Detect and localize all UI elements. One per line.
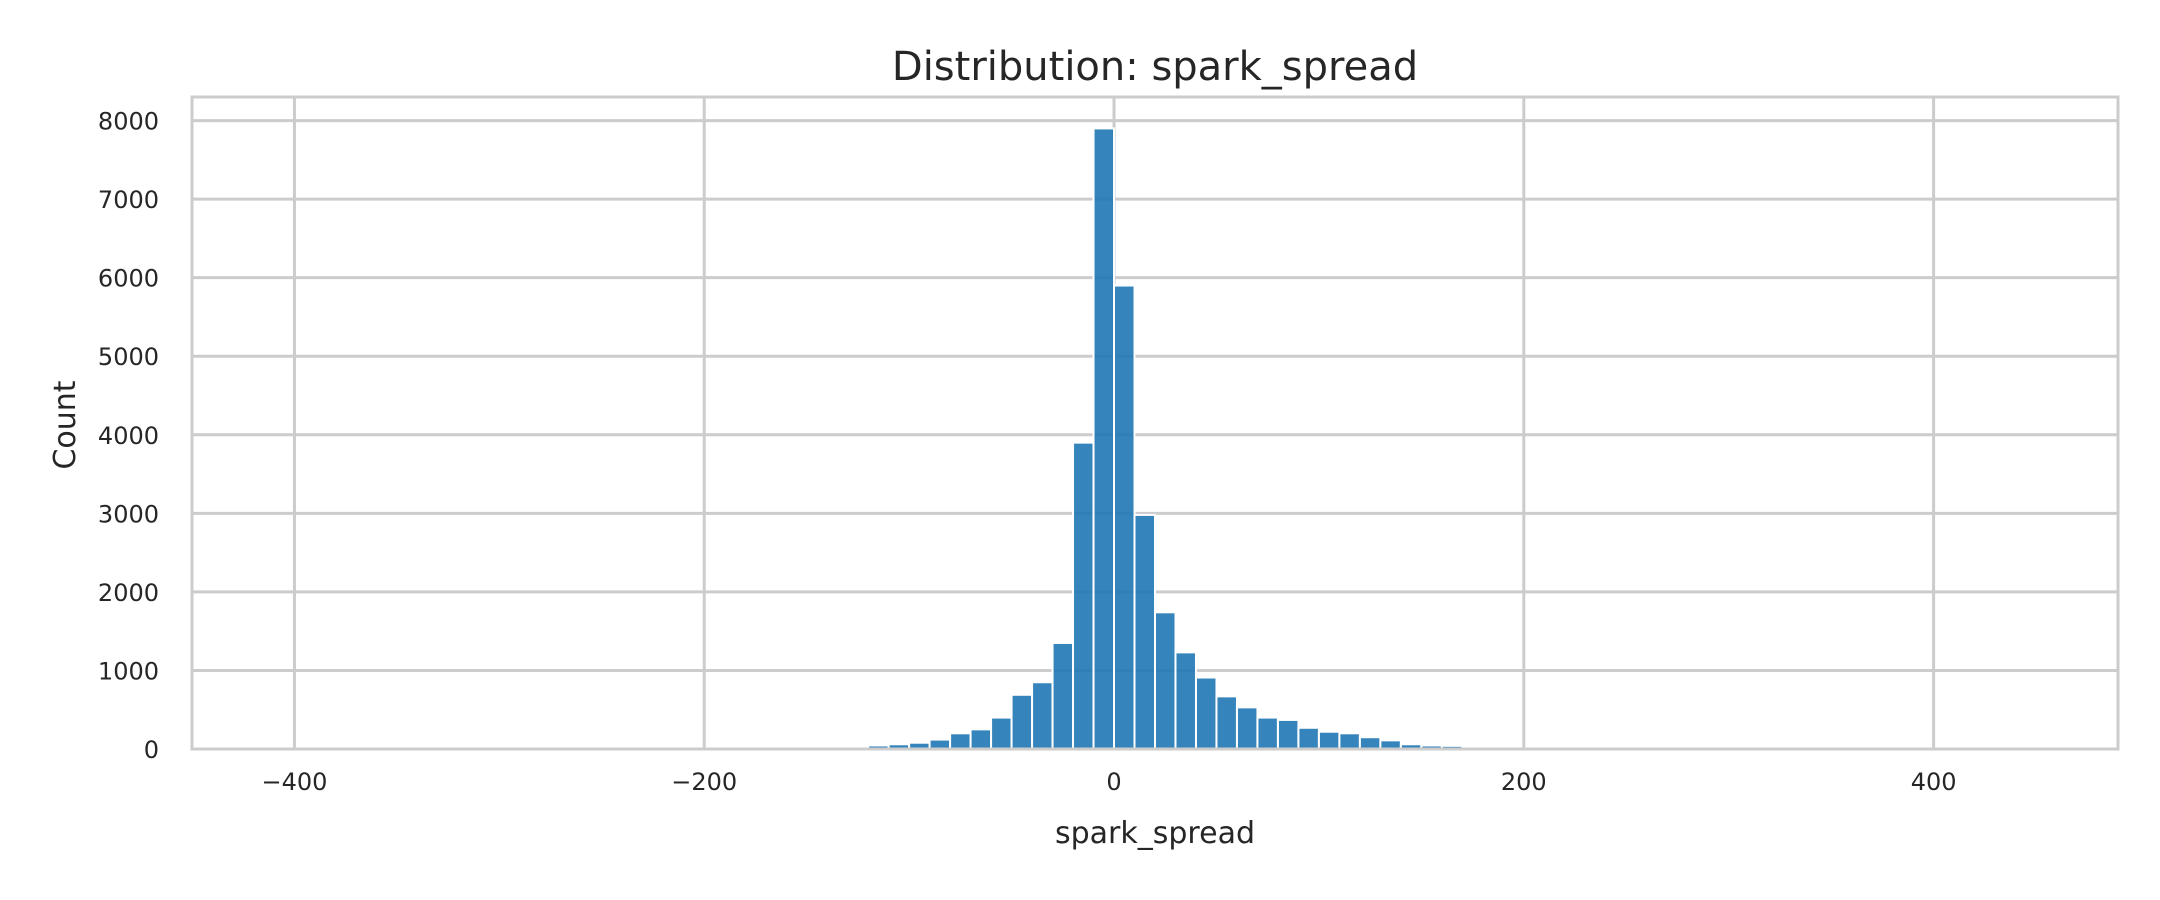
chart-title: Distribution: spark_spread	[892, 44, 1418, 90]
histogram-bar	[1256, 716, 1279, 750]
histogram-bar	[949, 732, 972, 751]
histogram-bar	[1174, 651, 1197, 750]
y-tick-label: 3000	[98, 500, 159, 528]
histogram-bar	[1235, 706, 1259, 751]
histogram-bar	[1194, 676, 1218, 751]
y-axis-label: Count	[48, 380, 83, 469]
x-tick-label: 200	[1501, 768, 1547, 796]
plot-frame	[190, 95, 2120, 751]
histogram-bar	[1031, 681, 1054, 751]
y-tick-label: 6000	[98, 265, 159, 293]
histogram-bar	[1092, 127, 1116, 750]
x-tick-label: 0	[1106, 768, 1121, 796]
y-tick-labels: 0 1000 2000 3000 4000 5000 6000 7000 8000	[98, 108, 159, 764]
y-tick-label: 5000	[98, 343, 159, 371]
histogram-bar	[1154, 611, 1177, 751]
x-tick-label: 400	[1911, 768, 1957, 796]
histogram-bar	[1276, 718, 1300, 750]
histogram-bar	[1133, 513, 1156, 751]
y-tick-label: 7000	[98, 186, 159, 214]
x-tick-labels: −400 −200 0 200 400	[261, 768, 1956, 796]
histogram-bar	[1338, 732, 1361, 751]
histogram-bar	[1215, 695, 1238, 750]
histogram-bar	[1113, 284, 1136, 750]
histogram-bar	[1297, 726, 1320, 750]
x-tick-label: −400	[261, 768, 327, 796]
y-tick-label: 0	[144, 736, 159, 764]
histogram-bar	[1358, 736, 1382, 750]
y-tick-label: 1000	[98, 657, 159, 685]
histogram-bar	[990, 716, 1013, 750]
histogram-bar	[1072, 441, 1095, 750]
x-axis-label: spark_spread	[1055, 816, 1255, 851]
histogram-bar	[1051, 641, 1075, 750]
y-tick-label: 4000	[98, 422, 159, 450]
histogram-bar	[1317, 730, 1341, 751]
histogram-bar	[1010, 693, 1034, 751]
x-tick-label: −200	[671, 768, 737, 796]
y-tick-label: 2000	[98, 579, 159, 607]
y-tick-label: 8000	[98, 108, 159, 136]
histogram-bar	[969, 728, 993, 751]
